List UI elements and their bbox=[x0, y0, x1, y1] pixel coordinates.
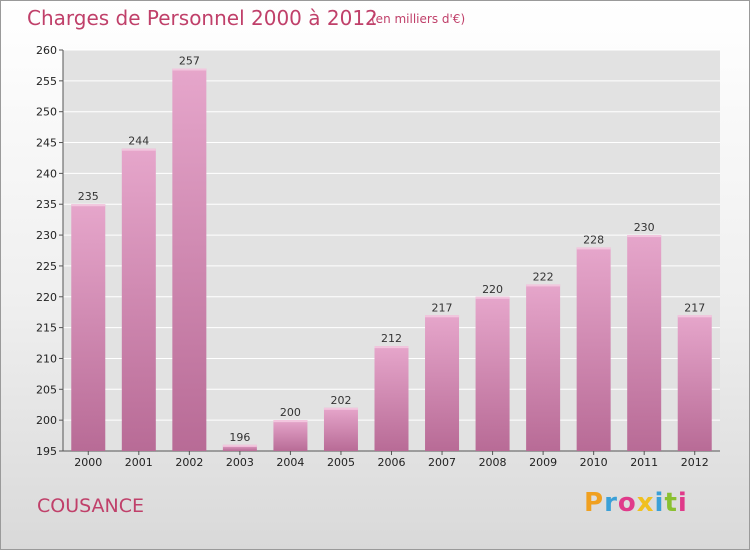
y-tick-label: 215 bbox=[36, 322, 57, 335]
y-tick-label: 230 bbox=[36, 229, 57, 242]
y-tick-label: 225 bbox=[36, 260, 57, 273]
bar bbox=[273, 420, 308, 451]
bar bbox=[627, 235, 662, 451]
y-tick-label: 250 bbox=[36, 106, 57, 119]
bar bbox=[425, 315, 460, 451]
x-tick-label: 2005 bbox=[327, 456, 355, 469]
x-tick-label: 2004 bbox=[276, 456, 304, 469]
bar-highlight bbox=[627, 235, 662, 238]
bar-highlight bbox=[425, 315, 460, 318]
data-label: 200 bbox=[280, 406, 301, 419]
logo-letter: o bbox=[617, 488, 637, 518]
y-tick-label: 245 bbox=[36, 137, 57, 150]
chart-subtitle: (en milliers d'€) bbox=[371, 12, 466, 26]
x-tick-label: 2008 bbox=[479, 456, 507, 469]
bar bbox=[475, 296, 510, 451]
data-label: 202 bbox=[330, 394, 351, 407]
y-tick-label: 235 bbox=[36, 198, 57, 211]
y-tick-label: 220 bbox=[36, 291, 57, 304]
bar-highlight bbox=[71, 204, 106, 207]
logo-letter: i bbox=[654, 488, 665, 518]
bar-highlight bbox=[677, 315, 712, 318]
y-tick-label: 195 bbox=[36, 445, 57, 458]
y-tick-label: 205 bbox=[36, 383, 57, 396]
x-tick-label: 2009 bbox=[529, 456, 557, 469]
data-label: 228 bbox=[583, 233, 604, 246]
x-tick-label: 2011 bbox=[630, 456, 658, 469]
y-tick-label: 260 bbox=[36, 44, 57, 57]
bar-highlight bbox=[526, 284, 561, 287]
bar-highlight bbox=[172, 68, 207, 71]
bar bbox=[374, 346, 409, 451]
logo-letter: i bbox=[677, 488, 688, 518]
bar bbox=[121, 148, 156, 451]
data-label: 217 bbox=[432, 301, 453, 314]
data-label: 257 bbox=[179, 55, 200, 68]
bar bbox=[172, 68, 207, 451]
bar-highlight bbox=[222, 444, 257, 447]
logo-letter: t bbox=[664, 488, 678, 518]
bar-highlight bbox=[323, 407, 358, 410]
x-tick-label: 2003 bbox=[226, 456, 254, 469]
bar-highlight bbox=[121, 148, 156, 151]
data-label: 196 bbox=[229, 431, 250, 444]
x-tick-label: 2001 bbox=[125, 456, 153, 469]
data-label: 230 bbox=[634, 221, 655, 234]
logo-letter: x bbox=[636, 488, 655, 518]
y-tick-label: 255 bbox=[36, 75, 57, 88]
x-tick-label: 2006 bbox=[378, 456, 406, 469]
data-label: 217 bbox=[684, 301, 705, 314]
bar-highlight bbox=[374, 346, 409, 349]
x-tick-label: 2010 bbox=[580, 456, 608, 469]
x-tick-label: 2007 bbox=[428, 456, 456, 469]
bar bbox=[677, 315, 712, 451]
x-tick-label: 2012 bbox=[681, 456, 709, 469]
bar bbox=[71, 204, 106, 451]
y-tick-label: 200 bbox=[36, 414, 57, 427]
chart-title: Charges de Personnel 2000 à 2012 bbox=[27, 6, 378, 30]
proxiti-logo[interactable]: Proxiti bbox=[584, 488, 688, 518]
commune-name: COUSANCE bbox=[37, 495, 145, 517]
y-tick-label: 240 bbox=[36, 167, 57, 180]
data-label: 235 bbox=[78, 190, 99, 203]
logo-letter: P bbox=[584, 488, 605, 518]
bar bbox=[323, 407, 358, 451]
bar bbox=[526, 284, 561, 451]
data-label: 222 bbox=[533, 270, 554, 283]
data-label: 212 bbox=[381, 332, 402, 345]
bar bbox=[222, 444, 257, 451]
x-tick-label: 2002 bbox=[175, 456, 203, 469]
bar-highlight bbox=[576, 247, 611, 250]
data-label: 220 bbox=[482, 283, 503, 296]
bar-highlight bbox=[475, 296, 510, 299]
bar bbox=[576, 247, 611, 451]
y-tick-label: 210 bbox=[36, 352, 57, 365]
bar-highlight bbox=[273, 420, 308, 423]
data-label: 244 bbox=[128, 135, 149, 148]
x-tick-label: 2000 bbox=[74, 456, 102, 469]
logo-letter: r bbox=[604, 488, 618, 518]
